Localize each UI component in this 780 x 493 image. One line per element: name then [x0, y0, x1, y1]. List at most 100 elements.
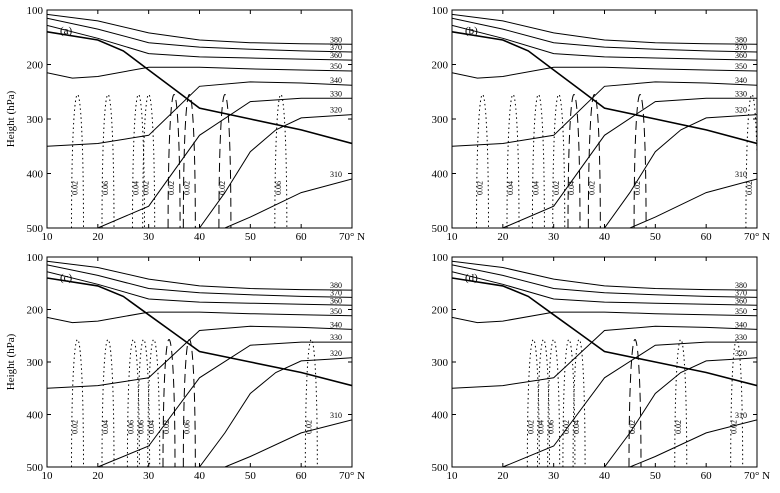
- theta-contour-label: 330: [330, 89, 342, 98]
- omega-contour-label: 0.02: [71, 181, 80, 195]
- y-tick-label: 200: [432, 305, 449, 317]
- y-tick-label: 500: [27, 223, 44, 235]
- x-tick-label: 60: [701, 231, 713, 243]
- theta-contour-360: [47, 24, 352, 61]
- omega-contour-label: 0.02: [674, 420, 683, 434]
- omega-descent-contour: [182, 94, 196, 228]
- omega-ascent-contour: [274, 94, 288, 228]
- omega-contour-label: 0.02: [218, 181, 227, 195]
- theta-contour-label: 370: [330, 288, 342, 297]
- omega-ascent-contour: [537, 339, 550, 467]
- x-tick-label: 40: [599, 231, 611, 243]
- theta-contour-330: [502, 97, 757, 228]
- x-tick-label: 40: [194, 470, 206, 482]
- x-tick-label: 40: [599, 470, 611, 482]
- panel-label: (a): [60, 25, 73, 37]
- omega-descent-contour: [587, 94, 601, 228]
- x-tick-label: 40: [194, 231, 206, 243]
- theta-contour-label: 350: [735, 307, 747, 316]
- theta-contour-label: 320: [735, 106, 747, 115]
- plot-frame: [451, 9, 758, 229]
- omega-contour-label: 0.02: [628, 420, 637, 434]
- y-tick-label: 100: [432, 5, 449, 17]
- theta-contour-340: [47, 325, 352, 389]
- theta-contour-370: [47, 264, 352, 298]
- y-tick-label: 300: [432, 357, 449, 369]
- theta-contour-label: 310: [330, 411, 342, 420]
- tropopause-line: [47, 31, 352, 145]
- y-axis-label: Height (hPa): [5, 333, 17, 390]
- x-tick-label: 50: [245, 470, 257, 482]
- theta-contour-340: [47, 81, 352, 147]
- x-tick-label: 30: [143, 231, 155, 243]
- omega-ascent-contour: [506, 94, 520, 228]
- omega-descent-contour: [628, 339, 642, 467]
- omega-ascent-contour: [147, 339, 161, 467]
- omega-ascent-contour: [572, 339, 586, 467]
- panel-label: (b): [465, 25, 478, 37]
- x-tick-label: 30: [548, 231, 560, 243]
- x-tick-label: 70° N: [339, 470, 365, 482]
- omega-contour-label: 0.02: [304, 420, 313, 434]
- omega-contour-label: 0.02: [633, 181, 642, 195]
- omega-ascent-contour: [476, 94, 489, 228]
- x-tick-label: 60: [296, 470, 308, 482]
- omega-ascent-contour: [562, 339, 576, 467]
- theta-contour-label: 330: [735, 333, 747, 342]
- theta-contour-350: [452, 311, 757, 324]
- omega-contour-label: 0.04: [567, 181, 576, 195]
- theta-contour-label: 310: [735, 411, 747, 420]
- theta-contour-320: [199, 114, 352, 228]
- y-tick-label: 400: [27, 169, 44, 181]
- theta-contour-320: [604, 357, 757, 467]
- omega-contour-label: 0.06: [182, 420, 191, 434]
- x-tick-label: 10: [447, 470, 459, 482]
- omega-contour-label: 0.02: [745, 181, 754, 195]
- theta-contour-350: [47, 311, 352, 324]
- theta-contour-340: [452, 325, 757, 389]
- plot-frame: [46, 9, 353, 229]
- plot-frame: [46, 256, 353, 468]
- x-tick-label: 70° N: [744, 231, 770, 243]
- theta-contour-310: [224, 178, 352, 228]
- theta-contour-330: [502, 341, 757, 467]
- theta-contour-label: 310: [735, 170, 747, 179]
- x-tick-label: 20: [497, 470, 509, 482]
- theta-contour-label: 330: [735, 89, 747, 98]
- omega-ascent-contour: [552, 94, 566, 228]
- theta-contour-label: 370: [735, 43, 747, 52]
- omega-contour-label: 0.04: [101, 420, 110, 434]
- omega-ascent-contour: [137, 339, 151, 467]
- theta-contour-label: 310: [330, 170, 342, 179]
- theta-contour-label: 370: [330, 43, 342, 52]
- theta-contour-label: 340: [735, 320, 747, 329]
- omega-contour-label: 0.02: [162, 420, 171, 434]
- x-tick-label: 60: [701, 470, 713, 482]
- y-tick-label: 300: [27, 357, 44, 369]
- y-tick-label: 100: [432, 252, 449, 264]
- y-tick-label: 200: [27, 305, 44, 317]
- omega-contour-label: 0.02: [142, 181, 151, 195]
- theta-contour-label: 330: [330, 333, 342, 342]
- omega-ascent-contour: [132, 94, 145, 228]
- omega-descent-contour: [167, 94, 181, 228]
- omega-descent-contour: [182, 339, 196, 467]
- theta-contour-380: [452, 13, 757, 45]
- theta-contour-330: [97, 97, 352, 228]
- theta-contour-330: [97, 341, 352, 467]
- omega-contour-label: 0.02: [587, 181, 596, 195]
- theta-contour-380: [452, 260, 757, 291]
- tropopause-line: [452, 31, 757, 145]
- x-tick-label: 10: [42, 470, 54, 482]
- omega-ascent-contour: [526, 339, 540, 467]
- omega-ascent-contour: [674, 339, 688, 467]
- theta-contour-320: [199, 357, 352, 467]
- theta-contour-350: [452, 66, 757, 79]
- plot-frame: [451, 256, 758, 468]
- y-tick-label: 400: [27, 410, 44, 422]
